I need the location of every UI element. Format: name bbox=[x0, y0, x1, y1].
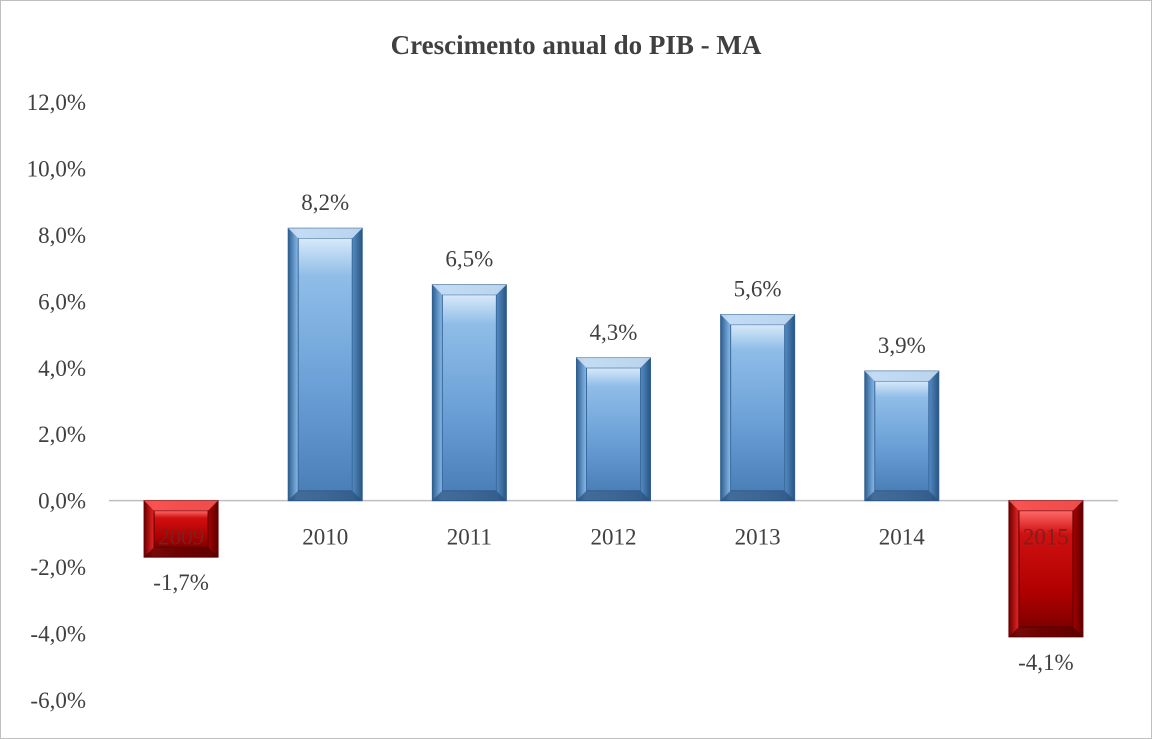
bar bbox=[431, 284, 507, 502]
y-axis-ticks: 12,0% 10,0% 8,0% 6,0% 4,0% 2,0% 0,0% -2,0% -4,0%… bbox=[27, 90, 86, 713]
x-tick-label: 2010 bbox=[302, 525, 348, 550]
x-tick-label: 2013 bbox=[735, 525, 781, 550]
y-tick-label: 12,0% bbox=[27, 90, 86, 115]
bars bbox=[143, 227, 1084, 638]
bar bbox=[1008, 500, 1084, 638]
y-tick-label: 8,0% bbox=[38, 223, 86, 248]
y-tick-label: 2,0% bbox=[38, 422, 86, 447]
chart-title: Crescimento anual do PIB - MA bbox=[391, 30, 762, 60]
y-tick-label: 10,0% bbox=[27, 156, 86, 181]
data-label: 6,5% bbox=[445, 247, 493, 272]
data-label: -4,1% bbox=[1018, 650, 1074, 675]
data-label: 3,9% bbox=[878, 333, 926, 358]
y-tick-label: -4,0% bbox=[30, 622, 86, 647]
bar bbox=[576, 357, 651, 502]
bar bbox=[287, 227, 363, 502]
data-label: 8,2% bbox=[301, 190, 349, 215]
y-tick-label: 0,0% bbox=[38, 489, 86, 514]
bar bbox=[143, 500, 219, 558]
data-label: 5,6% bbox=[734, 277, 782, 302]
bar bbox=[720, 314, 796, 502]
x-tick-label: 2009 bbox=[158, 525, 204, 550]
category-labels: 2009 2010 2011 2012 2013 2014 2015 bbox=[158, 525, 1069, 550]
x-tick-label: 2015 bbox=[1023, 525, 1069, 550]
y-tick-label: 6,0% bbox=[38, 289, 86, 314]
data-label: 4,3% bbox=[590, 320, 638, 345]
x-tick-label: 2014 bbox=[879, 525, 926, 550]
y-tick-label: -6,0% bbox=[30, 688, 86, 713]
x-tick-label: 2012 bbox=[591, 525, 637, 550]
x-tick-label: 2011 bbox=[447, 525, 492, 550]
y-tick-label: 4,0% bbox=[38, 356, 86, 381]
bar bbox=[864, 370, 940, 502]
data-label: -1,7% bbox=[153, 570, 209, 595]
y-tick-label: -2,0% bbox=[30, 555, 86, 580]
data-labels: -1,7% 8,2% 6,5% 4,3% 5,6% 3,9% -4,1% bbox=[153, 190, 1073, 675]
